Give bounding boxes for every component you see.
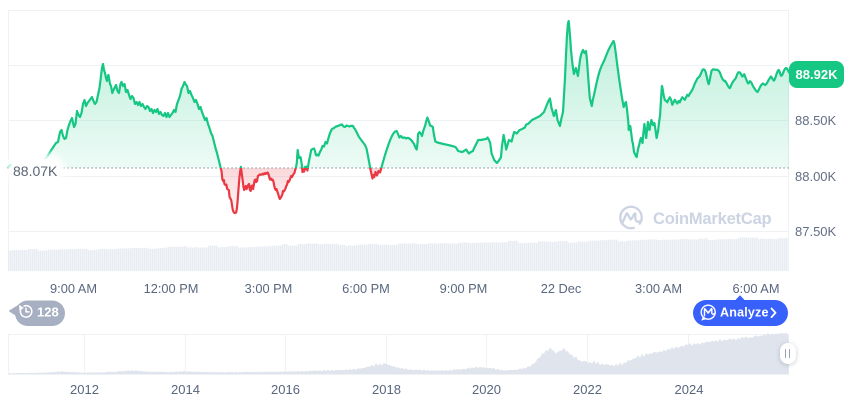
- svg-text:128: 128: [37, 304, 59, 319]
- svg-text:CoinMarketCap: CoinMarketCap: [653, 210, 772, 228]
- svg-text:Analyze: Analyze: [720, 306, 769, 320]
